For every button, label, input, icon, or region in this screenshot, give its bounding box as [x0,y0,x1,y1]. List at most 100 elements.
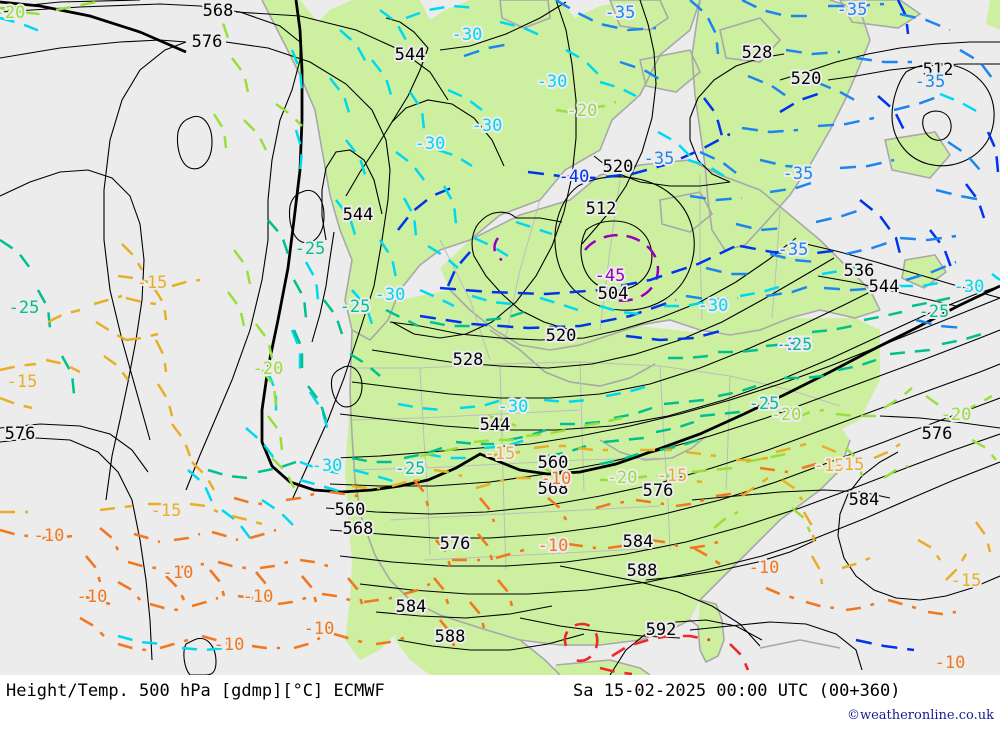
temp-label: -30 [375,285,406,305]
contour-h-568-conus [325,363,1000,515]
land-greenland [692,0,870,250]
contour-h-536-upper [391,99,505,167]
coast-isl-1 [609,0,670,31]
coast-isl-7 [839,0,922,29]
contour-h-568-r [235,11,449,101]
contour-h-closed-mid [330,365,363,408]
contour-h-576-atl [879,415,1000,429]
coast-canada-south [449,289,881,351]
height-label: 504 [598,284,629,304]
height-label: 568 [538,479,569,499]
temp-label: -10 [749,558,780,578]
contour-h-568-a [0,0,141,9]
temp-label: -35 [605,3,636,23]
temp-label: -15 [151,501,182,521]
temp-label: -15 [834,455,865,475]
temp-label: -40 [559,167,590,187]
temp-label: -10 [163,563,194,583]
height-label: 576 [922,424,953,444]
height-label: 576 [643,481,674,501]
contour-h-576-left-lobe [0,423,149,473]
temp-label: -20 [253,359,284,379]
temp-label: -35 [783,164,814,184]
temp-contour--5 [563,622,750,675]
land-alaska-nw-canada [262,0,700,340]
contour-h-536-labrador [805,243,1000,299]
temp-label: -15 [7,372,38,392]
height-label: 536 [844,261,875,281]
temp-label: -35 [777,335,808,355]
contour-h-544-alaska-b [439,1,567,51]
temp-label: -20 [607,468,638,488]
temp-label: -45 [595,266,626,286]
contour-h-592-lead [519,617,681,639]
temp-contour--10 [0,458,957,652]
temp-label: -25 [749,394,780,414]
height-label: 520 [546,326,577,346]
temp-label: -30 [954,277,985,297]
temp-contour--30 [0,4,1000,652]
coast-isl-6 [659,191,714,233]
contour-h-closed-upperleft [176,116,213,170]
contour-h-512-tail [481,211,563,223]
contour-h-576-a [0,39,187,59]
coast-nfld [901,254,948,289]
land-arctic-isl-7 [840,0,920,28]
contour-h-528-greenland [689,53,785,183]
coast-hudson-bay-north [469,159,881,311]
contour-h-536-sweep [351,283,887,399]
coast-alaska-west [261,0,701,342]
land-arctic-isl-8 [986,0,1000,30]
height-label: 568 [203,1,234,21]
temp-label: -20 [567,101,598,121]
contour-h-544-alaska-d [311,231,335,343]
contour-h-576-c [103,41,187,441]
contour-h-552-bold [260,0,1000,494]
contour-h-576-conus [329,397,1000,539]
temp-label: -35 [915,72,946,92]
contour-h-520-north-b [827,63,1000,81]
coast-bahamas [759,639,841,649]
temp-label: -20 [0,3,25,23]
temp-label: -25 [295,239,326,259]
temp-label: -30 [452,25,483,45]
height-label: 576 [5,424,36,444]
coastline-layer [261,0,952,675]
land-florida [698,600,724,662]
contour-h-520-upper [581,0,657,245]
land-arctic-isl-4 [720,18,780,62]
height-label: 544 [343,205,374,225]
height-label: 592 [646,620,677,640]
contour-h-closed-low [183,638,217,675]
temp-contour--20 [0,0,997,533]
temp-contour--25 [0,219,983,480]
temp-label: -15 [657,466,688,486]
contour-h-536-sweep-b [339,285,1000,431]
footer-title: Height/Temp. 500 hPa [gdmp][°C] ECMWF [6,681,385,701]
contour-h-584-lbl-line [375,605,553,619]
height-contour-layer [0,0,1000,675]
coast-isl-2 [499,0,551,29]
temp-label: -15 [485,444,516,464]
map-canvas[interactable]: 568 576 544 528 520 512 544 512 520 504 536 544 520 5… [0,0,1000,675]
temp-label: -35 [837,0,868,20]
contour-h-512-tail2 [471,219,571,331]
temp-label: -30 [312,456,343,476]
temp-label: -25 [9,298,40,318]
contour-h-520-sweep [389,237,797,341]
temp-label: -10 [214,635,245,655]
contour-h-588-lbl-line [397,633,585,651]
height-label: 544 [395,45,426,65]
temp-label: -35 [644,149,675,169]
contour-h-588-conus [359,461,1000,595]
contour-h-584-conus [339,433,1000,567]
contour-h-552-bold-a [0,0,187,54]
contour-h-588-gulf [559,565,761,647]
height-label: 512 [586,199,617,219]
height-label: 528 [453,350,484,370]
temp-contour--15 [0,243,992,585]
temp-label: -30 [498,397,529,417]
temp-label: -25 [340,297,371,317]
